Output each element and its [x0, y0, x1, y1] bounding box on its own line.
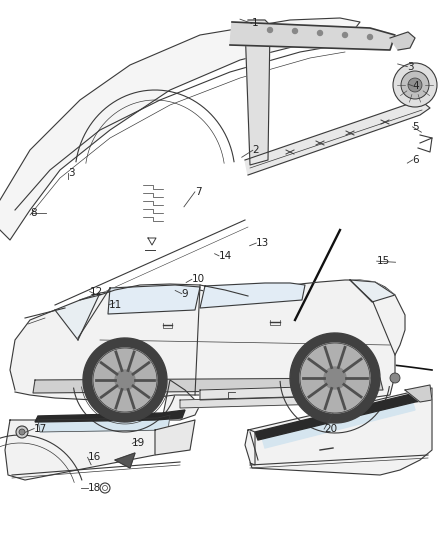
Text: 5: 5 [413, 122, 419, 132]
Polygon shape [33, 378, 383, 393]
Text: 3: 3 [68, 168, 74, 177]
Circle shape [102, 486, 107, 490]
Polygon shape [350, 280, 395, 302]
Text: 6: 6 [413, 155, 419, 165]
Polygon shape [290, 333, 380, 423]
Text: 18: 18 [88, 483, 101, 493]
Polygon shape [324, 367, 346, 389]
Polygon shape [93, 348, 157, 412]
Circle shape [343, 33, 347, 37]
Text: 14: 14 [219, 251, 232, 261]
Text: 10: 10 [192, 274, 205, 284]
Text: 9: 9 [182, 289, 188, 298]
Circle shape [293, 28, 297, 34]
Text: 8: 8 [31, 208, 37, 218]
Circle shape [150, 353, 156, 359]
Polygon shape [155, 420, 195, 455]
Circle shape [19, 429, 25, 435]
Polygon shape [230, 22, 395, 50]
Polygon shape [262, 400, 415, 448]
Circle shape [318, 30, 322, 36]
Text: 15: 15 [377, 256, 390, 266]
Polygon shape [35, 410, 185, 422]
Circle shape [408, 78, 422, 92]
Polygon shape [108, 285, 200, 314]
Polygon shape [405, 385, 432, 402]
Polygon shape [300, 343, 370, 413]
Circle shape [393, 63, 437, 107]
Text: 11: 11 [109, 300, 122, 310]
Polygon shape [245, 388, 432, 475]
Text: 20: 20 [324, 424, 337, 434]
Text: 7: 7 [195, 187, 201, 197]
Polygon shape [180, 395, 362, 408]
Circle shape [390, 373, 400, 383]
Polygon shape [115, 453, 135, 468]
Text: 1: 1 [252, 19, 258, 28]
Polygon shape [245, 100, 430, 175]
Polygon shape [115, 370, 135, 390]
Text: 2: 2 [253, 146, 259, 155]
Text: 12: 12 [90, 287, 103, 296]
Text: 13: 13 [256, 238, 269, 248]
Circle shape [401, 71, 429, 99]
Polygon shape [200, 283, 305, 308]
Polygon shape [390, 32, 415, 50]
Polygon shape [10, 280, 405, 400]
Circle shape [16, 426, 28, 438]
Text: 3: 3 [407, 62, 414, 71]
Text: 19: 19 [132, 439, 145, 448]
Polygon shape [255, 392, 428, 440]
Circle shape [268, 28, 272, 33]
Polygon shape [245, 20, 270, 165]
Polygon shape [200, 385, 375, 400]
Polygon shape [38, 415, 170, 432]
Polygon shape [0, 18, 360, 240]
Text: 4: 4 [413, 81, 419, 91]
Text: 17: 17 [34, 424, 47, 433]
Text: 16: 16 [88, 453, 101, 462]
Polygon shape [83, 338, 167, 422]
Polygon shape [5, 380, 200, 480]
Polygon shape [55, 293, 100, 340]
Circle shape [367, 35, 372, 39]
Circle shape [100, 483, 110, 493]
